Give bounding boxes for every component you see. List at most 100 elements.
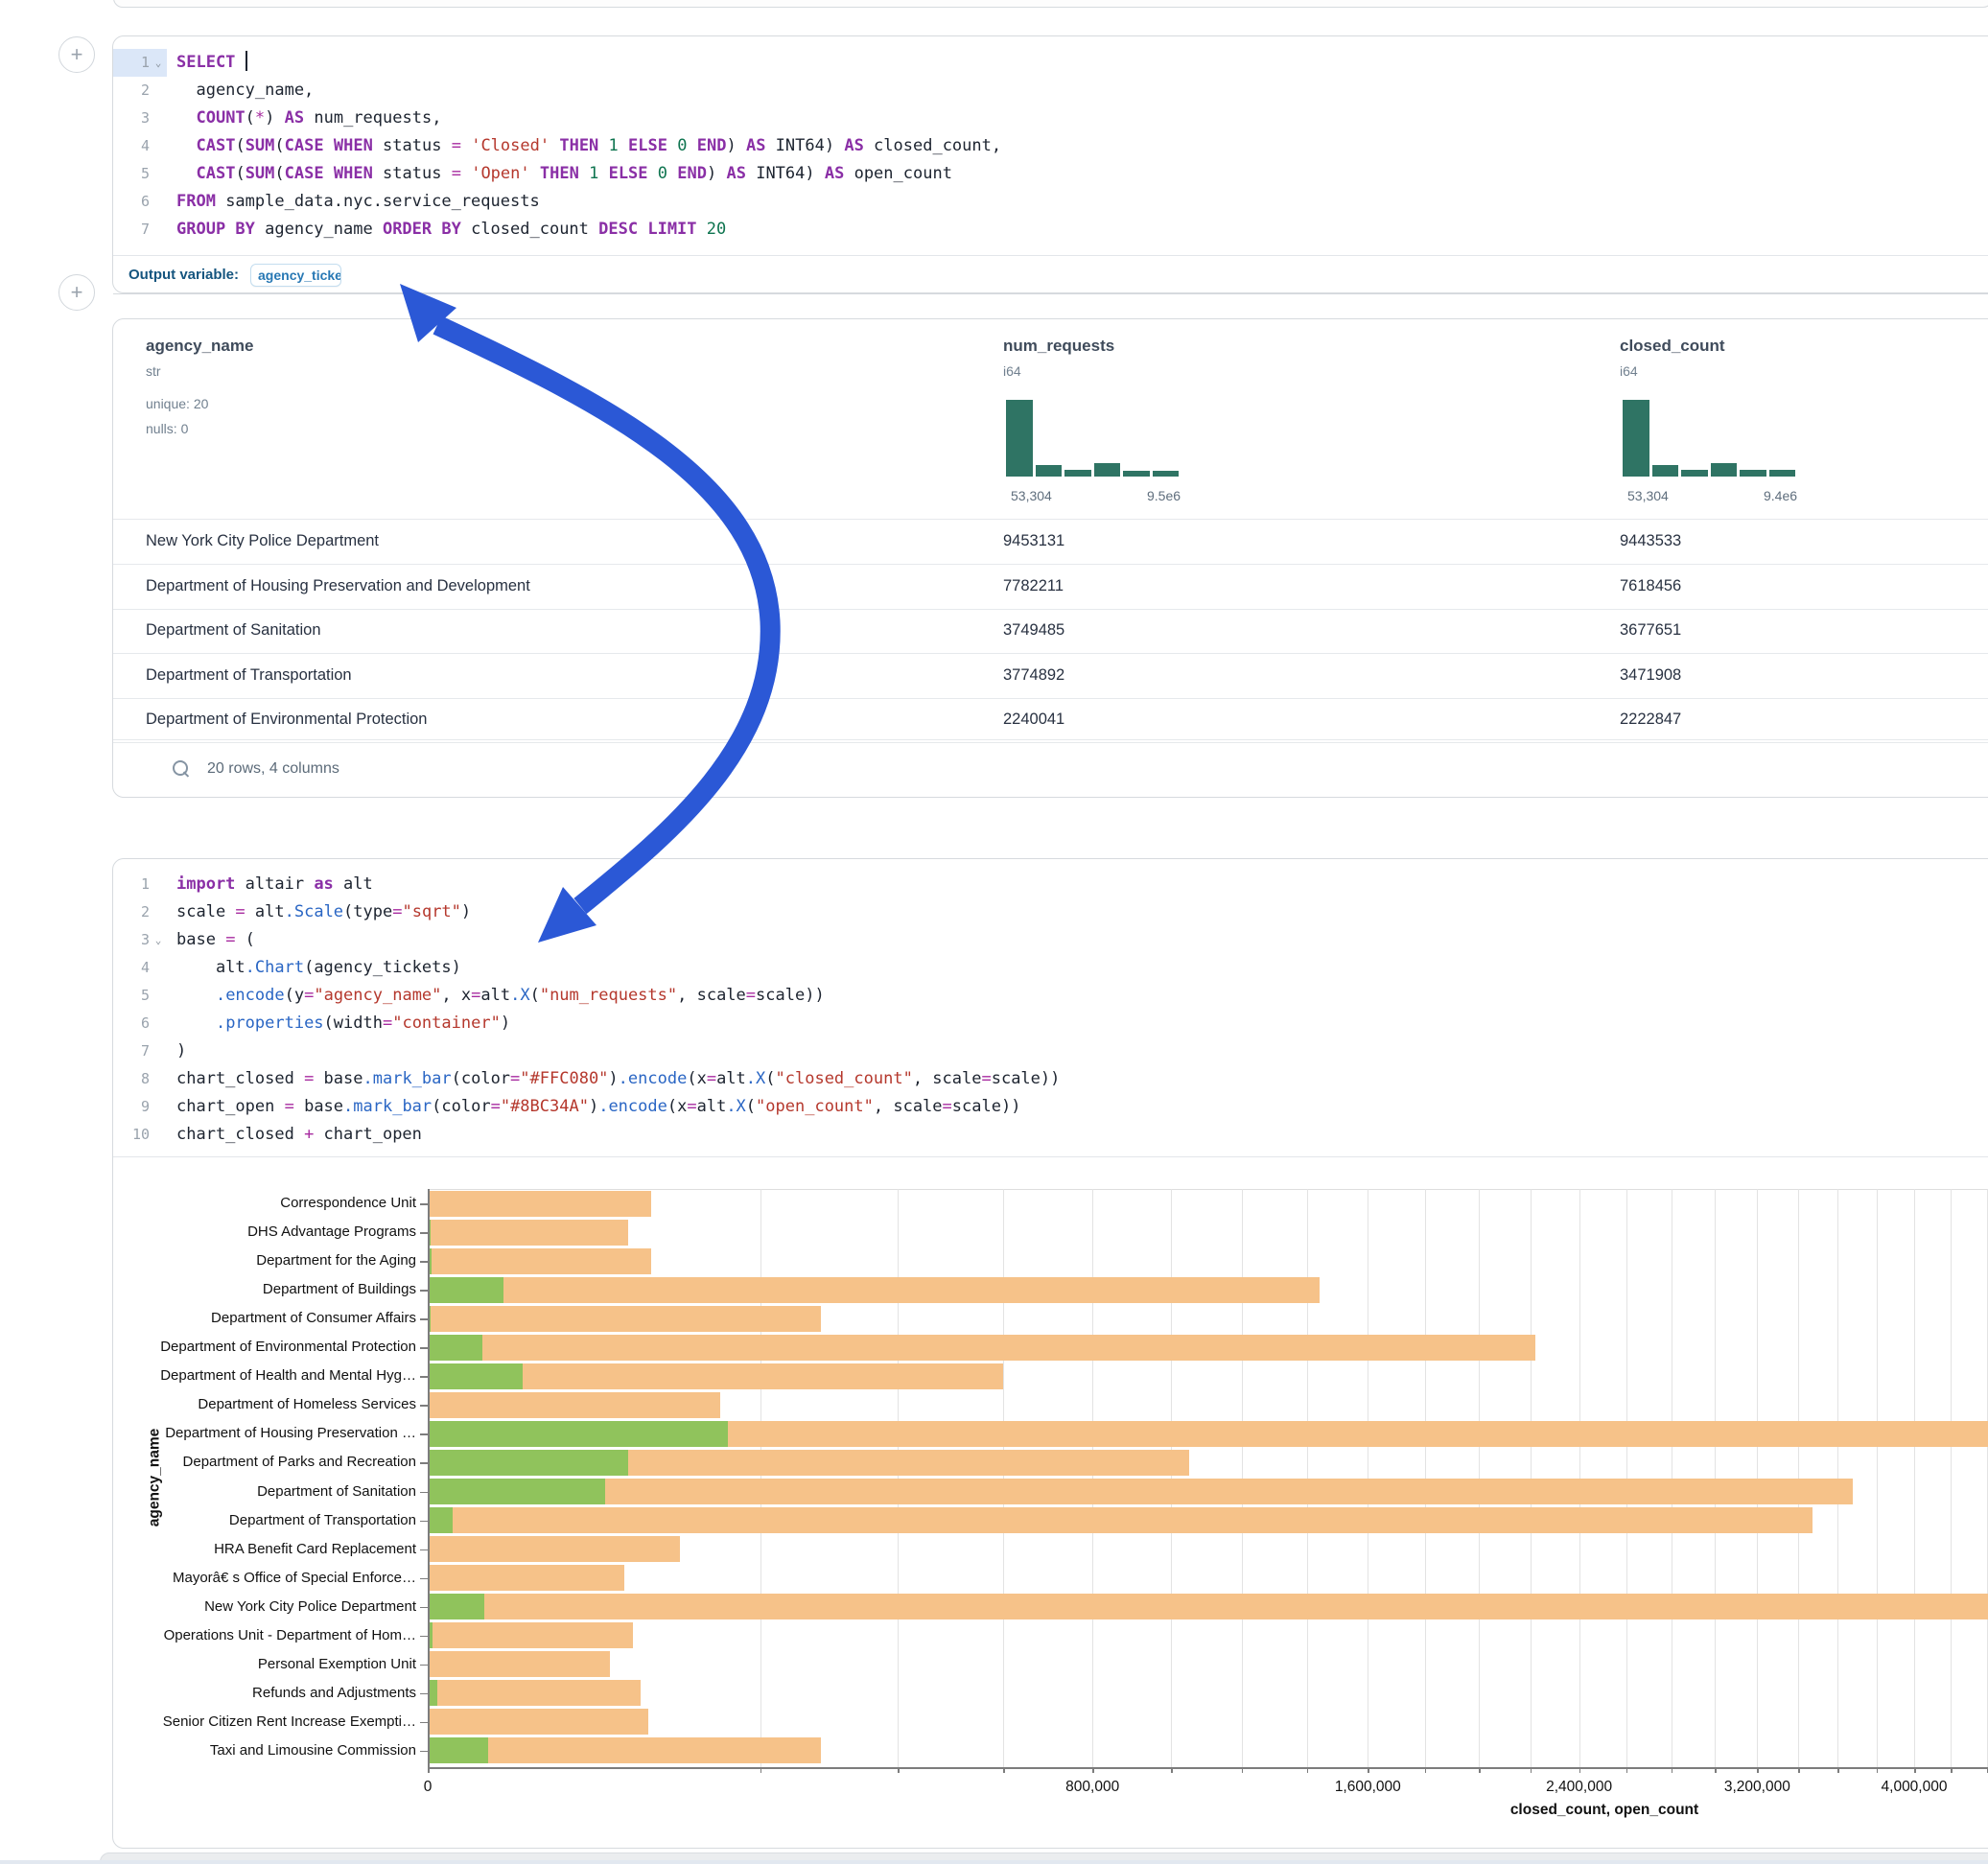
gridline xyxy=(1987,1189,1988,1767)
open-count-bar[interactable] xyxy=(428,1450,628,1476)
table-row[interactable]: Department of Sanitation37494853677651 xyxy=(113,608,1988,654)
output-variable-chip[interactable]: agency_tickets xyxy=(250,264,341,287)
python-line-6[interactable]: 6 .properties(width="container") xyxy=(113,1010,1988,1037)
y-axis-tick xyxy=(420,1722,428,1724)
closed-count-bar[interactable] xyxy=(428,1248,651,1274)
open-count-bar[interactable] xyxy=(428,1363,523,1389)
python-line-4[interactable]: 4 alt.Chart(agency_tickets) xyxy=(113,954,1988,982)
open-count-bar[interactable] xyxy=(428,1335,482,1361)
python-line-3[interactable]: 3⌄base = ( xyxy=(113,926,1988,954)
y-axis-line xyxy=(428,1189,430,1767)
histogram-bar xyxy=(1064,470,1091,477)
closed-count-bar[interactable] xyxy=(428,1651,610,1677)
table-row[interactable]: New York City Police Department945313194… xyxy=(113,519,1988,565)
python-line-10[interactable]: 10chart_closed + chart_open xyxy=(113,1121,1988,1149)
open-count-bar[interactable] xyxy=(428,1594,484,1619)
closed-count-bar[interactable] xyxy=(428,1306,821,1332)
code-text: .properties(width="container") xyxy=(167,1010,510,1037)
y-axis-label: Department of Health and Mental Hyg… xyxy=(33,1367,416,1384)
y-axis-label: Correspondence Unit xyxy=(33,1195,416,1211)
table-row[interactable]: Department of Housing Preservation and D… xyxy=(113,564,1988,610)
sql-line-7[interactable]: 7GROUP BY agency_name ORDER BY closed_co… xyxy=(113,216,1988,244)
closed-count-bar[interactable] xyxy=(428,1191,651,1217)
python-code-editor[interactable]: 1import altair as alt2scale = alt.Scale(… xyxy=(113,859,1988,1157)
table-cell: 3677651 xyxy=(1620,608,1681,653)
y-axis-tick xyxy=(420,1290,428,1292)
closed-count-bar[interactable] xyxy=(428,1565,624,1591)
python-line-7[interactable]: 7) xyxy=(113,1037,1988,1065)
open-count-bar[interactable] xyxy=(428,1737,488,1763)
sql-cell: 1⌄SELECT 2 agency_name,3 COUNT(*) AS num… xyxy=(112,35,1988,293)
python-line-5[interactable]: 5 .encode(y="agency_name", x=alt.X("num_… xyxy=(113,982,1988,1010)
sql-line-2[interactable]: 2 agency_name, xyxy=(113,77,1988,105)
line-number-gutter: 10 xyxy=(113,1121,167,1149)
line-number-gutter: 4 xyxy=(113,132,167,160)
code-text: COUNT(*) AS num_requests, xyxy=(167,105,441,132)
sql-line-1[interactable]: 1⌄SELECT xyxy=(113,49,1988,77)
histogram-bar xyxy=(1123,471,1150,477)
line-number-gutter: 5 xyxy=(113,982,167,1010)
closed-count-bar[interactable] xyxy=(428,1479,1853,1504)
y-axis-label: New York City Police Department xyxy=(33,1598,416,1615)
closed-count-bar[interactable] xyxy=(428,1277,1320,1303)
python-line-8[interactable]: 8chart_closed = base.mark_bar(color="#FF… xyxy=(113,1065,1988,1093)
code-text: chart_open = base.mark_bar(color="#8BC34… xyxy=(167,1093,1020,1121)
sql-line-3[interactable]: 3 COUNT(*) AS num_requests, xyxy=(113,105,1988,132)
line-number-gutter: 6 xyxy=(113,1010,167,1037)
histogram-bar xyxy=(1006,400,1033,477)
python-line-9[interactable]: 9chart_open = base.mark_bar(color="#8BC3… xyxy=(113,1093,1988,1121)
table-row[interactable]: Department of Environmental Protection22… xyxy=(113,697,1988,743)
column-header-agency_name[interactable]: agency_name xyxy=(146,337,253,356)
y-axis-label: Department of Housing Preservation … xyxy=(33,1425,416,1441)
histogram-bar xyxy=(1652,465,1679,477)
sql-line-6[interactable]: 6FROM sample_data.nyc.service_requests xyxy=(113,188,1988,216)
sql-line-4[interactable]: 4 CAST(SUM(CASE WHEN status = 'Closed' T… xyxy=(113,132,1988,160)
sql-code-editor[interactable]: 1⌄SELECT 2 agency_name,3 COUNT(*) AS num… xyxy=(113,36,1988,256)
line-number-gutter: 2 xyxy=(113,77,167,105)
histogram-min-label: 53,304 xyxy=(1627,488,1669,503)
python-line-1[interactable]: 1import altair as alt xyxy=(113,871,1988,898)
y-axis-tick xyxy=(420,1347,428,1349)
line-number-gutter: 7 xyxy=(113,1037,167,1065)
closed-count-bar[interactable] xyxy=(428,1392,720,1418)
open-count-bar[interactable] xyxy=(428,1421,728,1447)
add-cell-button-top[interactable]: + xyxy=(58,36,95,73)
output-variable-label: Output variable: xyxy=(129,267,239,283)
x-axis-tick-label: 4,000,000 xyxy=(1857,1779,1972,1796)
histogram-bar xyxy=(1623,400,1649,477)
y-axis-tick xyxy=(420,1376,428,1378)
histogram-bar xyxy=(1153,471,1180,477)
closed-count-bar[interactable] xyxy=(428,1507,1813,1533)
closed-count-bar[interactable] xyxy=(428,1536,680,1562)
python-line-2[interactable]: 2scale = alt.Scale(type="sqrt") xyxy=(113,898,1988,926)
open-count-bar[interactable] xyxy=(428,1277,503,1303)
closed-count-bar[interactable] xyxy=(428,1709,648,1735)
code-text: agency_name, xyxy=(167,77,314,105)
closed-count-bar[interactable] xyxy=(428,1335,1535,1361)
table-cell: Department of Sanitation xyxy=(146,608,321,653)
histogram-bar xyxy=(1740,470,1766,477)
table-cell: 9453131 xyxy=(1003,519,1064,564)
x-axis-line xyxy=(428,1767,1988,1769)
table-row[interactable]: Department of Transportation377489234719… xyxy=(113,653,1988,699)
sql-line-5[interactable]: 5 CAST(SUM(CASE WHEN status = 'Open' THE… xyxy=(113,160,1988,188)
closed-count-bar[interactable] xyxy=(428,1220,628,1246)
open-count-bar[interactable] xyxy=(428,1507,453,1533)
line-number-gutter: 3⌄ xyxy=(113,926,167,954)
table-footer: 20 rows, 4 columns xyxy=(113,739,1988,797)
x-axis-tick-label: 800,000 xyxy=(1035,1779,1150,1796)
histogram-max-label: 9.4e6 xyxy=(1764,488,1797,503)
table-cell: 2222847 xyxy=(1620,697,1681,742)
closed-count-bar[interactable] xyxy=(428,1622,633,1648)
open-count-bar[interactable] xyxy=(428,1680,437,1706)
add-cell-button-middle[interactable]: + xyxy=(58,274,95,311)
column-header-closed_count[interactable]: closed_count xyxy=(1620,337,1725,356)
search-icon[interactable] xyxy=(173,760,190,778)
closed-count-bar[interactable] xyxy=(428,1594,1988,1619)
y-axis-tick xyxy=(420,1203,428,1205)
column-header-num_requests[interactable]: num_requests xyxy=(1003,337,1114,356)
line-number-gutter: 3 xyxy=(113,105,167,132)
gridline xyxy=(1877,1189,1878,1767)
closed-count-bar[interactable] xyxy=(428,1680,641,1706)
open-count-bar[interactable] xyxy=(428,1479,605,1504)
